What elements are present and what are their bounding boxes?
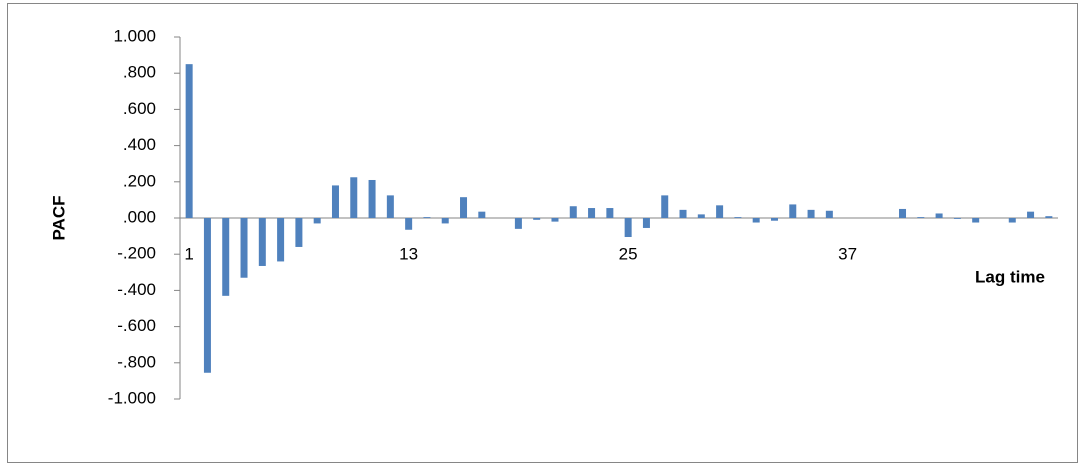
- y-tick-label: .400: [123, 135, 156, 154]
- bar: [222, 218, 230, 296]
- x-tick-label: 25: [619, 244, 638, 263]
- y-tick-label: -.200: [117, 244, 156, 263]
- bar: [1027, 211, 1035, 218]
- bar: [716, 205, 724, 218]
- bar: [953, 218, 961, 219]
- bar: [661, 195, 669, 218]
- bar: [679, 209, 687, 218]
- bar: [899, 208, 907, 218]
- bar: [825, 210, 833, 218]
- bar: [533, 218, 541, 220]
- bar: [350, 177, 358, 218]
- y-tick-label: .600: [123, 99, 156, 118]
- x-tick-label: 1: [184, 244, 193, 263]
- x-tick-label: 13: [399, 244, 418, 263]
- y-tick-label: 1.000: [113, 26, 156, 45]
- x-axis-title: Lag time: [975, 267, 1045, 286]
- bar: [789, 204, 797, 218]
- bar: [405, 218, 413, 230]
- y-tick-label: -.800: [117, 352, 156, 371]
- bar: [807, 209, 815, 218]
- bar: [185, 64, 193, 219]
- y-tick-label: -.400: [117, 280, 156, 299]
- bar: [935, 213, 943, 218]
- y-axis-title: PACF: [49, 195, 68, 240]
- bar: [588, 208, 596, 218]
- bar: [1045, 216, 1053, 218]
- bar: [642, 218, 650, 228]
- bar: [313, 218, 321, 224]
- bar: [514, 218, 522, 229]
- bar: [386, 195, 394, 218]
- y-tick-label: -1.000: [108, 388, 156, 407]
- bar: [478, 211, 486, 218]
- bar: [624, 218, 632, 238]
- y-tick-label: .000: [123, 207, 156, 226]
- bar: [917, 217, 925, 218]
- bar: [423, 217, 431, 218]
- bar: [1008, 218, 1016, 223]
- bar: [697, 214, 705, 218]
- bar: [770, 218, 778, 221]
- bar: [277, 218, 285, 262]
- bar: [368, 179, 376, 218]
- y-tick-label: .800: [123, 63, 156, 82]
- bar: [295, 218, 303, 247]
- y-tick-label: -.600: [117, 316, 156, 335]
- bar: [441, 218, 449, 224]
- bar: [240, 218, 248, 278]
- bar: [752, 218, 760, 223]
- bar: [606, 208, 614, 218]
- bar: [460, 197, 468, 218]
- bar: [972, 218, 980, 223]
- bar: [331, 185, 339, 218]
- x-tick-label: 37: [838, 244, 857, 263]
- chart-border: [7, 3, 1078, 463]
- bar: [258, 218, 266, 266]
- bar: [551, 218, 559, 222]
- bar: [203, 218, 211, 373]
- bar: [734, 217, 742, 218]
- y-tick-label: .200: [123, 171, 156, 190]
- bar: [569, 206, 577, 218]
